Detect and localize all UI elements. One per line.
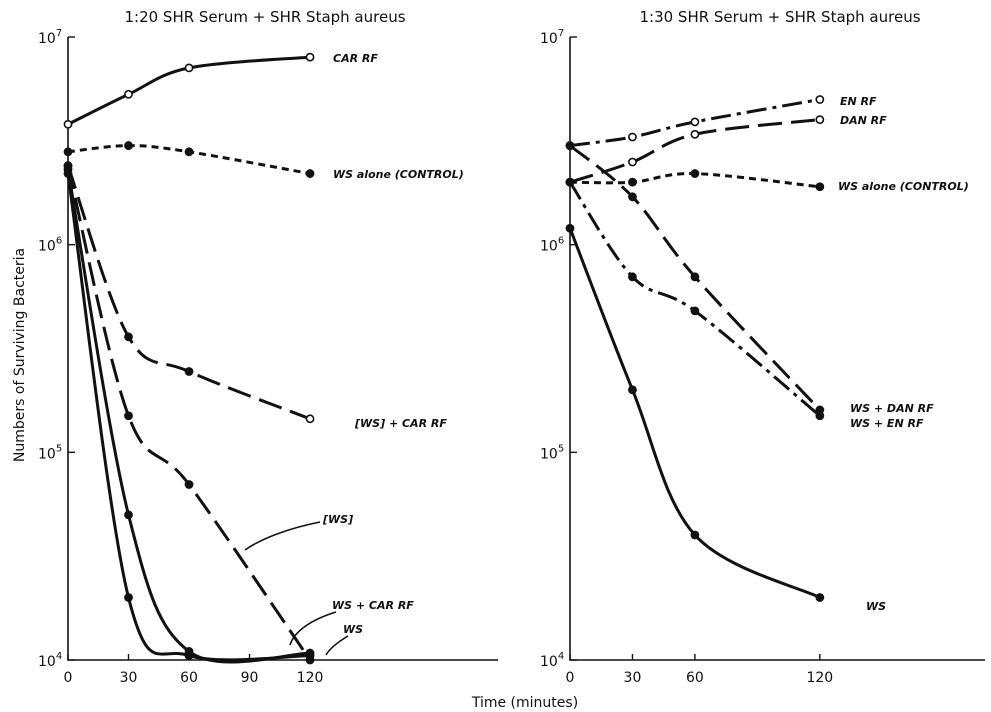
data-point — [565, 223, 575, 233]
label-ws-bracket-car-rf: [WS] + CAR RF — [354, 417, 447, 430]
data-point — [628, 177, 637, 187]
x-tick-label: 60 — [686, 670, 704, 686]
data-point — [124, 89, 133, 99]
data-point — [690, 129, 700, 139]
data-point — [305, 169, 315, 178]
series-line — [569, 172, 820, 189]
data-point — [628, 132, 637, 142]
data-point — [815, 95, 825, 104]
data-point — [628, 157, 637, 167]
data-point — [815, 411, 825, 421]
panel-1-20-serum: 1:20 SHR Serum + SHR Staph aureus Number… — [12, 8, 498, 686]
data-point — [63, 119, 73, 129]
series-line — [568, 227, 821, 599]
x-tick-label: 0 — [566, 670, 575, 686]
series-line — [569, 144, 821, 411]
data-point — [184, 480, 194, 489]
series-line — [66, 165, 312, 661]
label-ws: WS — [866, 600, 886, 613]
y-tick-label: 105 — [540, 443, 564, 462]
data-point — [690, 530, 700, 540]
series-line — [66, 169, 311, 664]
x-tick-label: 30 — [624, 670, 642, 686]
axes-frame — [67, 37, 498, 661]
data-point — [124, 510, 133, 520]
label-ws-plus-car-rf: WS + CAR RF — [332, 599, 414, 612]
panel-title: 1:30 SHR Serum + SHR Staph aureus — [639, 8, 920, 26]
arrow-ws-plus-car-rf — [289, 611, 337, 646]
x-tick-label: 60 — [180, 670, 198, 686]
data-point — [184, 367, 194, 376]
data-point — [124, 141, 133, 150]
data-point — [63, 147, 73, 157]
x-tick-label: 90 — [241, 670, 259, 686]
y-axis-label: Numbers of Surviving Bacteria — [12, 248, 28, 462]
data-point — [565, 141, 575, 150]
label-en-rf: EN RF — [840, 95, 877, 108]
x-tick-label: 120 — [297, 670, 324, 686]
series-group — [63, 52, 315, 665]
series-group — [565, 95, 825, 602]
y-tick-label: 104 — [38, 651, 62, 670]
data-point — [184, 63, 194, 73]
label-ws-plus-en-rf: WS + EN RF — [850, 417, 924, 430]
series-line — [67, 144, 311, 176]
tick-group: 0 30 60 90 120 104 105 106 107 — [38, 28, 323, 686]
series-line — [569, 118, 820, 184]
data-point — [690, 169, 700, 178]
label-car-rf: CAR RF — [333, 52, 378, 65]
y-tick-label: 107 — [540, 28, 564, 47]
data-point — [305, 414, 315, 424]
data-point — [628, 385, 637, 395]
data-point — [305, 651, 315, 660]
series-line — [67, 55, 311, 126]
data-point — [690, 117, 700, 127]
arrow-ws — [325, 635, 349, 656]
y-tick-label: 107 — [38, 28, 62, 47]
y-tick-label: 106 — [540, 236, 564, 255]
tick-group: 0 30 60 120 104 105 106 107 — [540, 28, 833, 686]
data-point — [184, 651, 194, 660]
y-tick-label: 104 — [540, 651, 564, 670]
data-point — [184, 147, 194, 157]
data-point — [124, 332, 133, 342]
data-point — [305, 52, 315, 62]
data-point — [628, 192, 637, 202]
panel-1-30-serum: 1:30 SHR Serum + SHR Staph aureus 0 30 60 1… — [540, 8, 985, 686]
data-point — [815, 182, 825, 192]
annotation-group: EN RF DAN RF WS alone (CONTROL) WS + DAN… — [838, 95, 969, 613]
series-line — [66, 165, 311, 421]
label-ws-plus-dan-rf: WS + DAN RF — [850, 402, 934, 415]
data-point — [815, 115, 825, 125]
data-point — [628, 272, 637, 282]
series-line — [569, 98, 821, 148]
x-tick-label: 0 — [64, 670, 73, 686]
label-ws: WS — [343, 623, 363, 636]
data-point — [690, 306, 700, 316]
label-ws-alone-control: WS alone (CONTROL) — [838, 180, 969, 193]
data-point — [124, 593, 133, 602]
x-tick-label: 120 — [806, 670, 833, 686]
label-ws-bracket: [WS] — [322, 513, 353, 526]
label-dan-rf: DAN RF — [840, 114, 887, 127]
y-tick-label: 106 — [38, 236, 62, 255]
y-tick-label: 105 — [38, 443, 62, 462]
data-point — [63, 169, 73, 178]
series-line — [66, 173, 311, 662]
data-point — [690, 272, 700, 282]
annotation-group: CAR RF WS alone (CONTROL) [WS] + CAR RF … — [244, 52, 464, 656]
panel-title: 1:20 SHR Serum + SHR Staph aureus — [124, 8, 405, 26]
data-point — [815, 593, 825, 602]
series-line — [568, 181, 821, 417]
data-point — [565, 177, 575, 187]
data-point — [124, 411, 133, 421]
x-axis-label: Time (minutes) — [471, 695, 578, 711]
label-ws-alone-control: WS alone (CONTROL) — [333, 168, 464, 181]
axes-frame — [569, 37, 985, 661]
x-tick-label: 30 — [120, 670, 138, 686]
arrow-ws-bracket — [244, 521, 321, 551]
